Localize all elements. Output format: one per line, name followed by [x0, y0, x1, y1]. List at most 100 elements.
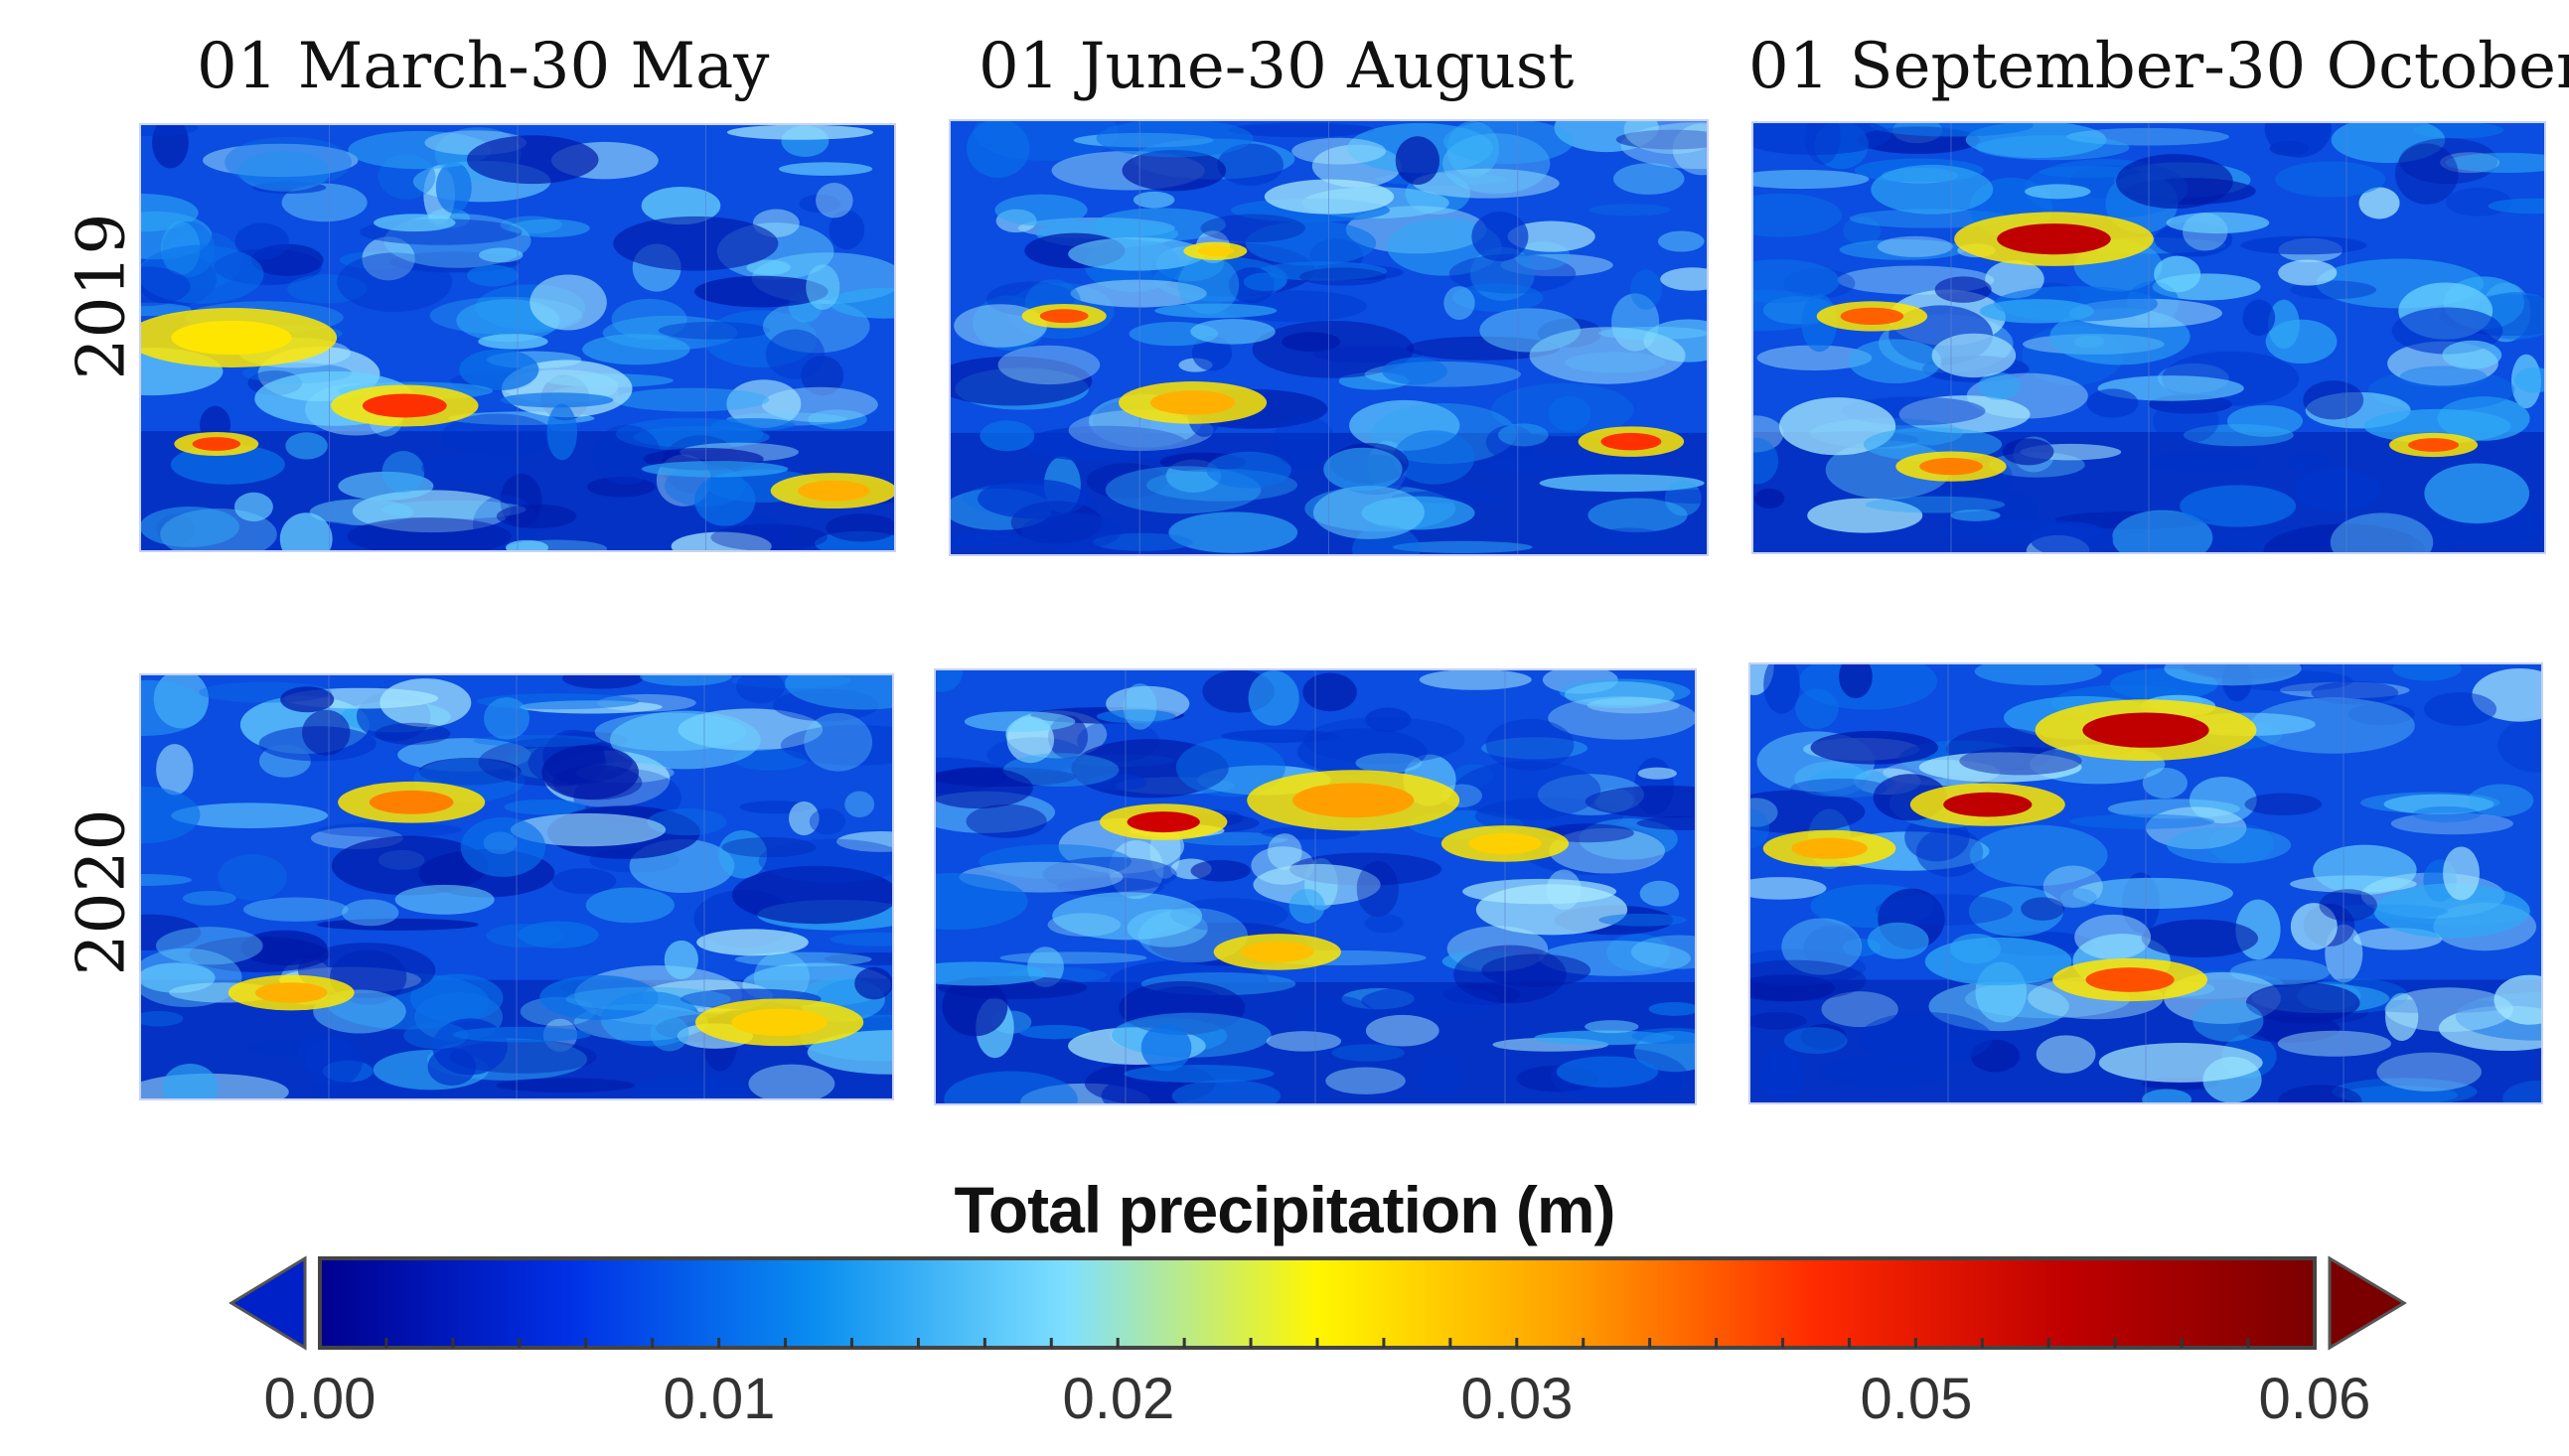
- precip-field-patch: [233, 492, 273, 521]
- column-title-autumn: 01 September-30 October: [1748, 30, 2569, 103]
- precip-field-patch: [2183, 664, 2304, 679]
- precip-field-patch: [2445, 152, 2544, 174]
- precip-field-patch: [2146, 806, 2247, 850]
- colorbar-tick-label: 0.05: [1860, 1367, 1973, 1431]
- precip-field-patch: [1365, 707, 1412, 732]
- precip-field-patch: [1442, 133, 1551, 195]
- precip-field-patch: [2264, 123, 2332, 158]
- precip-field-patch: [1753, 437, 1779, 485]
- precip-field-patch: [1266, 1031, 1342, 1052]
- precip-field-patch: [964, 711, 1076, 732]
- precip-field-patch: [1355, 753, 1423, 774]
- precip-field-patch: [1819, 1054, 1951, 1090]
- precip-field-patch: [1052, 892, 1203, 941]
- precip-field-patch: [632, 1074, 748, 1098]
- precip-field-patch: [2290, 903, 2338, 950]
- precip-field-patch: [1648, 1002, 1695, 1016]
- precip-field-patch: [748, 1064, 835, 1098]
- precip-field-patch: [613, 387, 770, 412]
- precip-field-patch: [658, 321, 771, 340]
- precip-field-patch: [1356, 861, 1399, 918]
- precip-field-patch: [381, 451, 425, 494]
- precip-field-patch: [2167, 826, 2292, 864]
- precip-field-patch: [1858, 1011, 1993, 1065]
- precip-field-patch: [2275, 161, 2386, 198]
- precip-field-patch: [1019, 1025, 1092, 1040]
- colorbar: [228, 1255, 2407, 1351]
- precip-field-patch: [141, 914, 202, 950]
- precip-field-patch: [746, 259, 791, 276]
- precip-field-patch: [1529, 327, 1686, 384]
- precip-field-patch: [2086, 388, 2139, 418]
- precip-field-patch: [510, 812, 667, 847]
- precip-field-patch: [1498, 423, 1549, 447]
- precip-field-patch: [854, 966, 892, 1000]
- precip-field-patch: [2142, 1089, 2192, 1102]
- precip-field-patch: [1763, 664, 1800, 714]
- precip-field-patch: [1443, 121, 1574, 164]
- precip-field-patch: [218, 853, 287, 901]
- precip-field-patch: [375, 722, 451, 745]
- precip-field-patch: [2116, 154, 2233, 210]
- precip-field-patch: [1418, 1055, 1462, 1096]
- precip-hotspot: [192, 437, 241, 451]
- precip-field-patch: [736, 675, 785, 703]
- precip-field-patch: [2303, 380, 2364, 420]
- precip-field-patch: [2311, 680, 2399, 705]
- precip-field-patch: [380, 500, 527, 519]
- precip-field-patch: [1221, 729, 1338, 743]
- precip-field-patch: [2287, 452, 2329, 471]
- map-2020-summer: [934, 668, 1697, 1105]
- precip-field-patch: [309, 499, 414, 525]
- precip-field-patch: [2319, 889, 2377, 922]
- precip-field-patch: [1168, 511, 1298, 553]
- precip-field-patch: [2141, 919, 2259, 958]
- precip-field-patch: [2412, 805, 2481, 822]
- precip-field-patch: [1631, 1027, 1695, 1045]
- precip-field-patch: [1985, 260, 2044, 299]
- precip-field-patch: [466, 135, 599, 185]
- precip-hotspot: [2085, 967, 2175, 992]
- precip-field-patch: [2242, 299, 2276, 337]
- precip-field-patch: [141, 125, 199, 137]
- precip-field-patch: [1750, 790, 1866, 833]
- precip-field-patch: [641, 187, 721, 225]
- precip-field-patch: [1615, 129, 1707, 150]
- precip-field-patch: [237, 151, 331, 192]
- precip-field-patch: [1974, 664, 2102, 686]
- precip-field-patch: [1970, 1039, 2021, 1073]
- precip-field-patch: [285, 432, 328, 460]
- precip-field-patch: [816, 183, 853, 218]
- precip-field-patch: [1657, 230, 1705, 252]
- precip-field-patch: [1272, 415, 1336, 469]
- precip-field-patch: [182, 890, 236, 906]
- precip-field-patch: [1904, 813, 1970, 862]
- precip-field-patch: [331, 835, 489, 896]
- row-label-2019: 2019: [63, 213, 140, 380]
- precip-field-patch: [973, 295, 1048, 352]
- precip-field-patch: [1660, 267, 1707, 291]
- precip-field-patch: [1630, 269, 1662, 310]
- precip-field-patch: [1592, 527, 1665, 546]
- precip-field-patch: [1605, 934, 1670, 972]
- precip-field-patch: [504, 799, 586, 815]
- precip-field-patch: [587, 477, 656, 498]
- precip-field-patch: [721, 836, 817, 858]
- precip-field-patch: [2059, 888, 2097, 909]
- colorbar-tick-label: 0.01: [663, 1367, 776, 1431]
- precip-field-patch: [500, 392, 614, 408]
- precip-field-patch: [824, 951, 892, 965]
- precip-field-patch: [2112, 510, 2213, 552]
- precip-field-patch: [1451, 283, 1544, 312]
- precip-field-patch: [711, 418, 796, 431]
- precip-hotspot: [2408, 438, 2460, 452]
- precip-field-patch: [1471, 212, 1529, 262]
- precip-field-patch: [1177, 255, 1240, 315]
- precip-field-patch: [337, 252, 453, 313]
- precip-field-patch: [242, 897, 349, 922]
- precip-field-patch: [316, 918, 479, 931]
- precip-field-patch: [2002, 438, 2054, 466]
- precip-field-patch: [338, 471, 434, 501]
- precip-field-patch: [141, 244, 264, 304]
- precip-field-patch: [452, 1026, 592, 1043]
